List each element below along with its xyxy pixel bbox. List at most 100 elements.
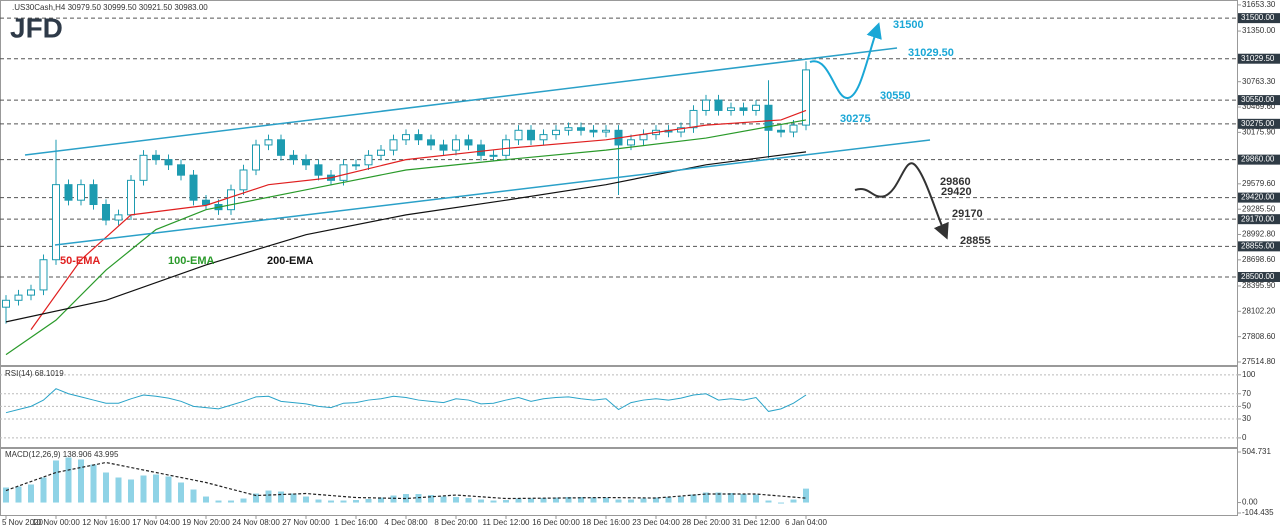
macd-bar	[765, 500, 772, 503]
macd-bar	[628, 499, 634, 503]
candle-body	[339, 164, 348, 181]
annotation: 31029.50	[908, 47, 954, 59]
macd-bar	[665, 497, 672, 503]
macd-bar	[653, 497, 659, 503]
ema-label: 200-EMA	[267, 255, 314, 267]
rsi-title: RSI(14) 68.1019	[5, 369, 64, 378]
level-label: 28500.00	[1241, 272, 1275, 281]
y-tick-label: 30	[1242, 414, 1251, 423]
x-tick-label: 16 Dec 00:00	[532, 518, 580, 527]
macd-bar	[165, 476, 172, 503]
macd-bar	[178, 482, 184, 503]
candle-body	[402, 134, 410, 141]
candle-body	[252, 144, 260, 171]
macd-bar	[603, 497, 609, 503]
level-box	[1238, 192, 1280, 203]
level-label: 30550.00	[1241, 95, 1275, 104]
candle-body	[427, 139, 435, 146]
macd-bar	[440, 496, 447, 503]
level-box	[1238, 241, 1280, 252]
candle-body	[64, 184, 73, 201]
macd-bar	[678, 496, 684, 503]
y-tick-label: 504.731	[1242, 447, 1271, 456]
x-tick-label: 18 Dec 16:00	[582, 518, 630, 527]
level-box	[1238, 53, 1280, 64]
macd-bar	[240, 498, 247, 503]
candle-body	[702, 99, 710, 111]
macd-bar	[553, 497, 559, 503]
macd-bar	[615, 499, 622, 503]
candle-body	[189, 174, 198, 201]
x-tick-label: 10 Nov 00:00	[32, 518, 80, 527]
candle-body	[139, 154, 148, 181]
y-tick-label: 28102.20	[1242, 306, 1276, 315]
macd-bar	[328, 500, 334, 503]
macd-bar	[515, 498, 522, 503]
level-label: 29170.00	[1241, 214, 1275, 223]
macd-bar	[403, 494, 409, 503]
macd-bar	[40, 477, 47, 503]
x-tick-label: 11 Dec 12:00	[483, 518, 531, 527]
level-box	[1238, 271, 1280, 282]
y-tick-label: 30469.60	[1242, 102, 1276, 111]
macd-bar	[453, 497, 459, 503]
candle-body	[577, 127, 585, 131]
candle-body	[589, 129, 598, 133]
macd-bar	[503, 500, 509, 503]
candle-body	[102, 204, 110, 221]
macd-bar	[465, 498, 472, 503]
macd-panel	[0, 448, 1238, 516]
candle-body	[477, 144, 485, 156]
candle-body	[314, 164, 323, 176]
macd-bar	[90, 464, 97, 503]
macd-bar	[490, 500, 497, 503]
candle-body	[777, 129, 785, 133]
candle-body	[239, 169, 248, 191]
y-tick-label: 50	[1242, 401, 1251, 410]
candle-body	[89, 184, 98, 206]
candle-body	[627, 139, 635, 146]
candle-body	[114, 214, 123, 221]
macd-bar	[728, 493, 734, 503]
candle-body	[752, 104, 760, 111]
x-tick-label: 19 Nov 20:00	[182, 518, 230, 527]
y-tick-label: 27514.80	[1242, 357, 1276, 366]
candle-body	[714, 99, 723, 111]
annotation: 30275	[840, 113, 871, 125]
level-box	[1238, 95, 1280, 106]
macd-bar	[365, 499, 372, 503]
macd-bar	[78, 459, 84, 503]
candle-body	[2, 299, 10, 308]
candle-body	[14, 294, 23, 301]
x-tick-label: 1 Dec 16:00	[334, 518, 378, 527]
candle-body	[439, 144, 448, 151]
level-box	[1238, 118, 1280, 129]
candle-body	[352, 164, 360, 167]
macd-bar	[415, 494, 422, 503]
x-tick-label: 28 Dec 20:00	[682, 518, 730, 527]
candle-body	[414, 134, 423, 141]
annotation: 29170	[952, 208, 983, 220]
x-tick-label: 31 Dec 12:00	[732, 518, 780, 527]
macd-bar	[103, 472, 109, 503]
macd-bar	[278, 491, 284, 503]
candle-body	[527, 129, 535, 141]
series-line	[30, 109, 807, 330]
macd-bar	[203, 496, 209, 503]
level-label: 28855.00	[1241, 241, 1275, 250]
macd-bar	[340, 500, 347, 503]
y-tick-label: 27808.60	[1242, 332, 1276, 341]
macd-bar	[390, 495, 397, 503]
macd-bar	[428, 495, 434, 503]
macd-bar	[353, 500, 359, 503]
macd-bar	[190, 489, 197, 503]
candle-body	[177, 164, 185, 176]
candle-body	[227, 189, 235, 211]
candle-body	[689, 109, 698, 129]
series-line	[5, 119, 807, 356]
y-tick-label: 100	[1242, 370, 1256, 379]
annotation: 28855	[960, 235, 991, 247]
level-box	[1238, 214, 1280, 225]
